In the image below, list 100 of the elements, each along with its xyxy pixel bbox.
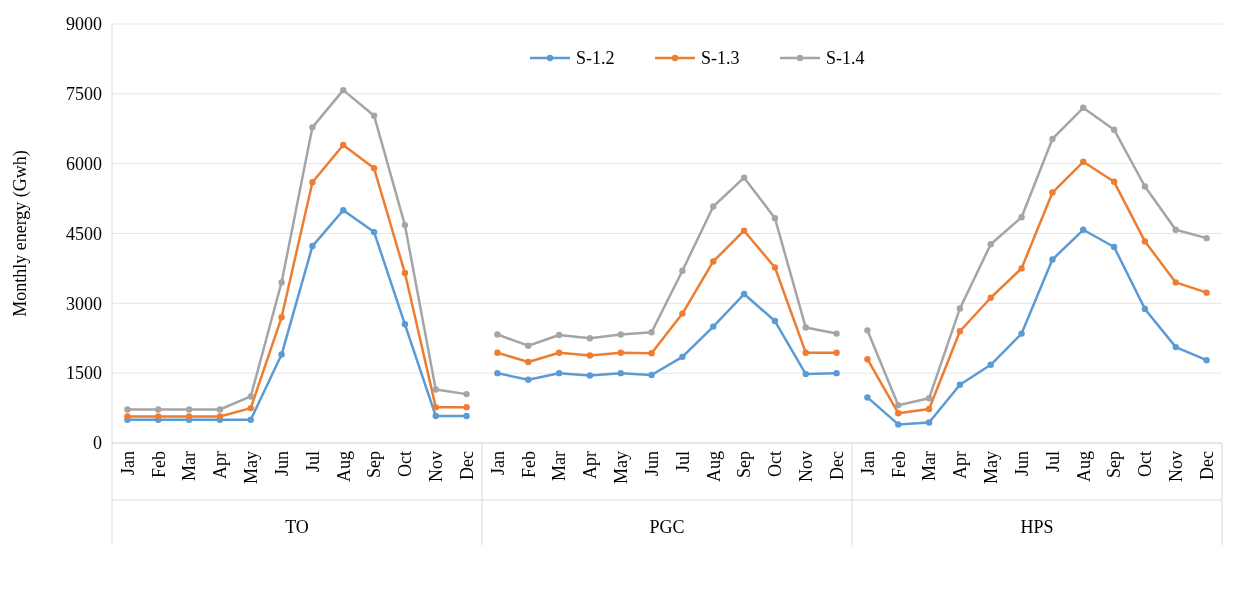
point: [1203, 234, 1210, 242]
point: [710, 203, 717, 210]
point: [864, 394, 871, 401]
point: [370, 228, 378, 236]
point: [586, 372, 594, 379]
x-tick-label: Dec: [826, 451, 847, 480]
point: [925, 419, 933, 426]
point: [648, 329, 655, 336]
point: [1203, 289, 1210, 296]
legend-label: S-1.2: [576, 48, 615, 69]
point: [586, 335, 594, 342]
point: [925, 405, 933, 413]
point: [586, 352, 594, 359]
point: [771, 264, 779, 271]
point: [494, 369, 501, 377]
x-tick-label: Jan: [487, 451, 508, 475]
point: [1049, 189, 1056, 196]
point: [401, 269, 409, 277]
y-tick-label: 9000: [66, 14, 102, 35]
point: [309, 124, 316, 131]
point: [833, 349, 840, 356]
x-tick-label: Sep: [364, 451, 385, 478]
point: [648, 371, 655, 379]
point: [463, 390, 470, 398]
x-tick-label: Feb: [148, 451, 169, 478]
point: [833, 330, 840, 337]
x-tick-label: Jul: [672, 451, 693, 473]
point: [401, 321, 409, 328]
point: [1049, 135, 1056, 143]
point: [864, 356, 871, 363]
point: [494, 349, 501, 356]
point: [895, 421, 902, 428]
point: [1080, 158, 1087, 165]
y-tick-label: 3000: [66, 293, 102, 314]
x-tick-label: Mar: [179, 451, 200, 481]
point: [987, 294, 994, 301]
point: [494, 331, 501, 338]
point: [710, 323, 717, 330]
x-tick-label: Dec: [456, 451, 477, 480]
point: [895, 402, 902, 409]
point: [1110, 126, 1118, 133]
point: [1141, 305, 1149, 313]
point: [1172, 343, 1179, 351]
point: [278, 314, 285, 321]
x-tick-label: Nov: [426, 451, 447, 482]
point: [155, 406, 162, 413]
point: [864, 327, 871, 334]
point: [247, 393, 254, 400]
point: [987, 361, 994, 368]
point: [617, 369, 624, 377]
point: [648, 349, 655, 357]
point: [833, 369, 840, 377]
x-tick-label: Aug: [333, 451, 354, 482]
x-tick-label: May: [611, 451, 632, 484]
point: [1049, 256, 1056, 263]
point: [1172, 226, 1179, 233]
point: [370, 165, 378, 172]
point: [463, 403, 470, 411]
point: [740, 174, 748, 181]
point: [555, 369, 563, 377]
point: [802, 370, 809, 378]
x-tick-label: Oct: [765, 451, 786, 477]
point: [617, 349, 624, 356]
point: [555, 349, 563, 356]
point: [956, 328, 964, 335]
point: [370, 112, 378, 119]
x-tick-label: May: [981, 451, 1002, 484]
y-axis-title: Monthly energy (Gwh): [10, 150, 31, 317]
x-tick-label: Aug: [703, 451, 724, 482]
x-tick-label: Apr: [950, 451, 971, 479]
point: [525, 358, 532, 366]
x-tick-label: Mar: [919, 451, 940, 481]
x-tick-label: Jul: [1042, 451, 1063, 473]
point: [956, 381, 964, 389]
x-tick-label: Apr: [210, 451, 231, 479]
point: [802, 324, 809, 331]
point: [278, 279, 285, 286]
x-tick-label: Feb: [888, 451, 909, 478]
point: [802, 349, 809, 356]
x-tick-label: Feb: [518, 451, 539, 478]
point: [1018, 214, 1025, 221]
point: [740, 227, 748, 234]
point: [401, 221, 409, 229]
point: [1141, 183, 1149, 190]
legend-label: S-1.4: [826, 48, 865, 69]
point: [463, 412, 470, 420]
point: [340, 207, 347, 214]
point: [1080, 226, 1087, 233]
point: [956, 305, 964, 312]
point: [1141, 238, 1149, 245]
point: [555, 331, 563, 339]
legend-label: S-1.3: [701, 48, 740, 69]
point: [309, 179, 316, 186]
y-tick-label: 6000: [66, 153, 102, 174]
point: [895, 410, 902, 417]
point: [340, 141, 347, 149]
point: [617, 331, 624, 338]
point: [525, 342, 532, 349]
x-tick-label: Jul: [302, 451, 323, 473]
x-tick-label: Oct: [1135, 451, 1156, 477]
